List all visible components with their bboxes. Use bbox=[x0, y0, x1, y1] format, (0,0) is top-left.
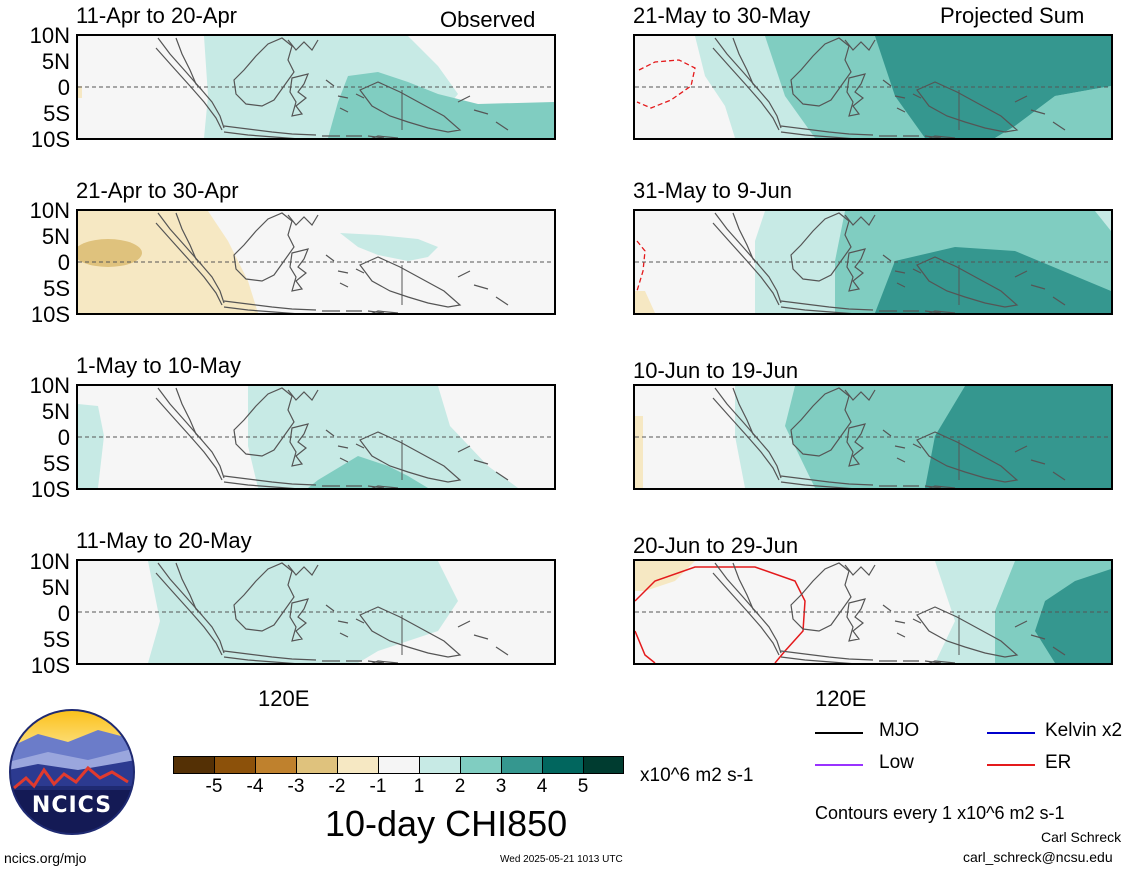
legend-kelvin: Kelvin x2 bbox=[1045, 720, 1123, 741]
map-canvas bbox=[78, 211, 554, 313]
panel-title-7: 10-Jun to 19-Jun bbox=[633, 358, 799, 383]
lat-label-10s: 10S bbox=[30, 477, 70, 502]
map-canvas bbox=[635, 211, 1111, 313]
colorbar-swatch-neg5 bbox=[173, 756, 214, 774]
panel-title-4: 11-May to 20-May bbox=[76, 528, 252, 553]
lat-label-10s: 10S bbox=[30, 653, 70, 678]
panel-title-6: 31-May to 9-Jun bbox=[633, 178, 792, 203]
colorbar-swatch-pos2 bbox=[460, 756, 501, 774]
colorbar bbox=[173, 756, 626, 774]
lat-label-10s: 10S bbox=[30, 302, 70, 327]
lat-label-10s: 10S bbox=[30, 127, 70, 152]
colorbar-title: 10-day CHI850 bbox=[325, 803, 568, 844]
map-panel-observed-3 bbox=[76, 384, 556, 490]
panel-title-5: 21-May to 30-May bbox=[633, 3, 811, 28]
map-panel-observed-1 bbox=[76, 34, 556, 140]
lat-label-5n: 5N bbox=[41, 399, 70, 424]
colorbar-swatch-neg1 bbox=[337, 756, 378, 774]
lat-label-5n: 5N bbox=[41, 49, 70, 74]
map-panel-observed-4 bbox=[76, 559, 556, 665]
projected-label: Projected Sum bbox=[940, 3, 1085, 28]
colorbar-tick-label: -3 bbox=[287, 776, 305, 797]
colorbar-swatch-pos3 bbox=[501, 756, 542, 774]
colorbar-tick-label: -1 bbox=[369, 776, 387, 797]
legend-low: Low bbox=[879, 752, 914, 773]
panel-title-3: 1-May to 10-May bbox=[76, 353, 242, 378]
colorbar-swatch-neutral bbox=[378, 756, 419, 774]
mjo-line-swatch bbox=[815, 732, 863, 734]
panel-title-1: 11-Apr to 20-Apr bbox=[76, 3, 238, 28]
colorbar-tick-label: -2 bbox=[328, 776, 346, 797]
colorbar-tick-label: 4 bbox=[536, 776, 548, 797]
lat-label-5n: 5N bbox=[41, 224, 70, 249]
colorbar-swatch-neg3 bbox=[255, 756, 296, 774]
map-canvas bbox=[635, 561, 1111, 663]
lat-label-10n: 10N bbox=[29, 549, 70, 574]
author-email: carl_schreck@ncsu.edu bbox=[963, 849, 1113, 865]
panel-title-8: 20-Jun to 29-Jun bbox=[633, 533, 799, 558]
line-legend: MJO Kelvin x2 Low ER bbox=[815, 720, 1131, 780]
map-panel-projected-3 bbox=[633, 384, 1113, 490]
colorbar-swatch-neg4 bbox=[214, 756, 255, 774]
colorbar-tick-label: -5 bbox=[205, 776, 223, 797]
lat-label-5s: 5S bbox=[43, 101, 70, 126]
colorbar-tick-label: 2 bbox=[454, 776, 466, 797]
lat-label-0: 0 bbox=[57, 250, 70, 275]
colorbar-tick-label: 5 bbox=[577, 776, 589, 797]
site-url: ncics.org/mjo bbox=[4, 850, 87, 866]
legend-er: ER bbox=[1045, 752, 1072, 773]
lat-label-0: 0 bbox=[57, 75, 70, 100]
map-canvas bbox=[635, 386, 1111, 488]
timestamp: Wed 2025-05-21 1013 UTC bbox=[500, 854, 623, 865]
map-panel-projected-1 bbox=[633, 34, 1113, 140]
er-line-swatch bbox=[987, 764, 1035, 766]
colorbar-swatch-pos4 bbox=[542, 756, 583, 774]
contours-note: Contours every 1 x10^6 m2 s-1 bbox=[815, 803, 1065, 823]
logo-graphic bbox=[9, 709, 135, 835]
colorbar-tick-label: 3 bbox=[495, 776, 507, 797]
panel-title-2: 21-Apr to 30-Apr bbox=[76, 178, 239, 203]
map-canvas bbox=[78, 386, 554, 488]
logo-text: NCICS bbox=[31, 793, 113, 818]
low-line-swatch bbox=[815, 764, 863, 766]
colorbar-boxes bbox=[173, 756, 626, 774]
lat-label-10n: 10N bbox=[29, 373, 70, 398]
legend-mjo: MJO bbox=[879, 720, 920, 741]
ncics-logo: NCICS bbox=[8, 708, 136, 836]
lat-label-5n: 5N bbox=[41, 575, 70, 600]
colorbar-units: x10^6 m2 s-1 bbox=[640, 765, 754, 786]
observed-label: Observed bbox=[440, 7, 536, 32]
lat-label-5s: 5S bbox=[43, 627, 70, 652]
map-panel-observed-2 bbox=[76, 209, 556, 315]
lat-label-10n: 10N bbox=[29, 23, 70, 48]
map-canvas bbox=[78, 561, 554, 663]
lat-label-5s: 5S bbox=[43, 276, 70, 301]
lat-label-0: 0 bbox=[57, 601, 70, 626]
colorbar-swatch-pos5 bbox=[583, 756, 624, 774]
lon-label-left: 120E bbox=[258, 686, 310, 711]
lat-label-5s: 5S bbox=[43, 451, 70, 476]
colorbar-swatch-pos1 bbox=[419, 756, 460, 774]
lat-label-10n: 10N bbox=[29, 198, 70, 223]
colorbar-ticks: -5 -4 -3 -2 -1 1 2 3 4 5 bbox=[173, 776, 633, 798]
kelvin-line-swatch bbox=[987, 732, 1035, 734]
colorbar-tick-label: 1 bbox=[413, 776, 425, 797]
colorbar-swatch-neg2 bbox=[296, 756, 337, 774]
map-panel-projected-2 bbox=[633, 209, 1113, 315]
author-name: Carl Schreck bbox=[1041, 829, 1122, 845]
map-panel-projected-4 bbox=[633, 559, 1113, 665]
lon-label-right: 120E bbox=[815, 686, 867, 711]
map-canvas bbox=[635, 36, 1111, 138]
map-canvas bbox=[78, 36, 554, 138]
colorbar-tick-label: -4 bbox=[246, 776, 264, 797]
lat-label-0: 0 bbox=[57, 425, 70, 450]
